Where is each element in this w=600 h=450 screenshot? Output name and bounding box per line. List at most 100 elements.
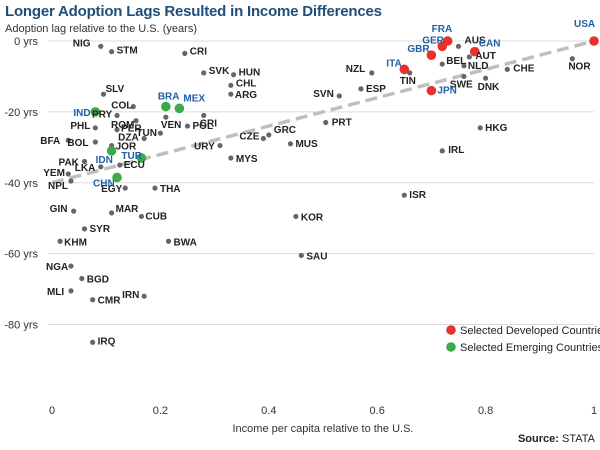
point-bwa: [165, 238, 172, 244]
x-tick-label: 0.4: [261, 405, 276, 417]
point-nzl: [369, 70, 375, 76]
point-bel: [439, 61, 445, 67]
point-bra: [161, 101, 171, 112]
x-tick-label: 0.8: [478, 405, 493, 417]
legend-marker-developed: [446, 325, 456, 335]
point-tun: [157, 130, 163, 136]
point-yem: [65, 171, 71, 177]
point-gbr: [426, 50, 437, 60]
x-axis-label: Income per capita relative to the U.S.: [233, 423, 414, 435]
point-label-aut: AUT: [475, 51, 496, 62]
point-label-ind: IND: [73, 108, 90, 119]
point-dza: [141, 135, 147, 142]
point-nig: [98, 43, 104, 49]
point-usa: [589, 36, 599, 46]
point-npl: [68, 178, 74, 184]
point-swe: [461, 73, 467, 80]
x-tick-label: 0.6: [370, 405, 385, 417]
point-idn: [106, 146, 117, 156]
point-label-gin: GIN: [50, 204, 68, 215]
point-can: [469, 46, 480, 57]
point-hun: [230, 72, 237, 78]
chart-title: Longer Adoption Lags Resulted in Income …: [5, 3, 382, 20]
point-label-bwa: BWA: [174, 237, 197, 248]
point-label-cri: CRI: [200, 118, 217, 129]
x-axis-ticks: 0 0.2 0.4 0.6 0.8 1: [49, 405, 597, 417]
point-label-gbr: GBR: [407, 44, 430, 55]
point-label-svk: SVK: [209, 66, 230, 77]
point-isr: [401, 192, 407, 198]
point-label-lka: LKA: [75, 163, 96, 174]
point-label-mli: MLI: [47, 287, 64, 298]
point-label-swe: SWE: [450, 79, 473, 90]
point-label-ven: VEN: [161, 120, 182, 131]
point-cze: [260, 135, 266, 142]
point-label-pak: PAK: [59, 158, 80, 169]
point-label-chn: CHN: [93, 178, 115, 189]
point-chl: [228, 82, 234, 88]
point-dnk: [483, 75, 489, 81]
y-tick-label: 0 yrs: [14, 36, 38, 48]
point-label-npl: NPL: [48, 181, 68, 192]
point-label-tur: TUR: [121, 151, 142, 162]
point-label-tin: TIN: [400, 76, 416, 87]
point-mys: [228, 155, 234, 161]
point-label-fra: FRA: [432, 24, 453, 35]
point-irl: [439, 148, 445, 154]
point-label-cub: CUB: [145, 211, 167, 222]
point-hkg: [477, 125, 483, 131]
point-rom: [133, 118, 139, 124]
point-label-aus: AUS: [465, 35, 486, 46]
point-svk: [201, 70, 207, 76]
point-label-pol: POL: [193, 121, 214, 132]
point-label-dza: DZA: [118, 132, 139, 143]
point-pol: [184, 123, 191, 129]
point-tha: [152, 185, 158, 191]
point-per: [114, 127, 120, 133]
point-label-bfa: BFA: [40, 136, 60, 147]
point-label-slv: SLV: [105, 84, 124, 95]
point-prt: [323, 119, 329, 126]
point-cri: [201, 112, 207, 119]
y-tick-label: -60 yrs: [4, 249, 38, 261]
point-label-nzl: NZL: [346, 64, 365, 75]
y-tick-label: -20 yrs: [4, 107, 38, 119]
point-pry: [114, 112, 120, 119]
point-label-che: CHE: [513, 63, 534, 74]
point-label-jor: JOR: [116, 142, 137, 153]
point-sau: [298, 252, 304, 259]
point-label-irq: IRQ: [98, 336, 116, 347]
point-label-esp: ESP: [366, 84, 386, 95]
point-label-ury: URY: [194, 142, 215, 153]
point-label-isr: ISR: [409, 190, 426, 201]
point-grc: [266, 132, 272, 138]
x-tick-label: 1: [591, 405, 597, 417]
point-ven: [163, 114, 169, 120]
point-label-tun: TUN: [136, 128, 157, 139]
point-label-usa: USA: [574, 19, 595, 30]
point-label-col: COL: [111, 101, 132, 112]
point-label-irl: IRL: [448, 145, 464, 156]
point-label-chl: CHL: [236, 78, 257, 89]
point-syr: [81, 226, 88, 232]
point-label-per: PER: [121, 124, 142, 135]
point-label-cri: CRI: [190, 46, 207, 57]
legend: Selected Developed Countries Selected Eme…: [446, 325, 600, 354]
point-aus: [455, 43, 462, 49]
point-irq: [90, 339, 96, 345]
point-label-khm: KHM: [64, 237, 87, 248]
point-ecu: [117, 162, 123, 168]
point-label-rom: ROM: [111, 120, 134, 131]
y-tick-label: -40 yrs: [4, 178, 38, 190]
point-tur: [136, 153, 147, 163]
point-label-cze: CZE: [239, 131, 259, 142]
point-label-ita: ITA: [386, 58, 401, 69]
point-label-jpn: JPN: [437, 86, 456, 97]
point-esp: [358, 86, 364, 92]
point-label-grc: GRC: [274, 125, 296, 136]
point-label-bgd: BGD: [87, 274, 109, 285]
point-cub: [138, 213, 145, 220]
point-label-mex: MEX: [183, 93, 205, 104]
point-irn: [141, 293, 147, 299]
